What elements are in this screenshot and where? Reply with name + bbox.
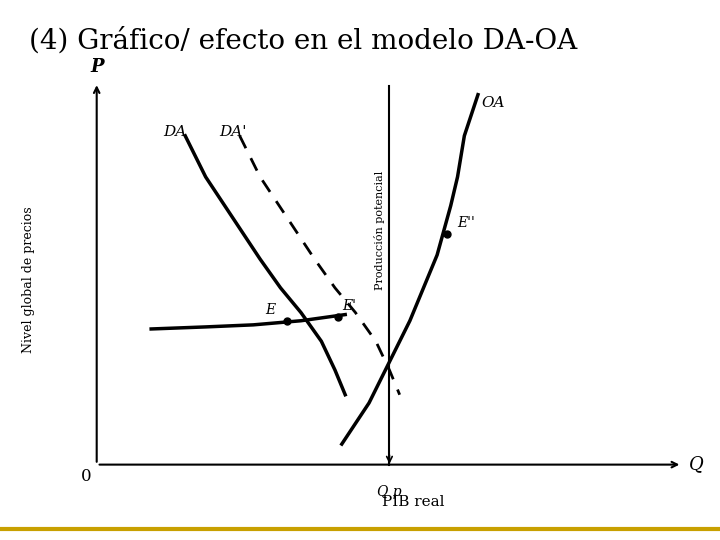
Text: OA: OA — [482, 96, 505, 110]
Text: Nivel global de precios: Nivel global de precios — [22, 206, 35, 353]
Text: E': E' — [342, 299, 356, 313]
Text: 0: 0 — [81, 468, 91, 485]
Text: E: E — [265, 302, 275, 316]
Text: Q p: Q p — [377, 485, 402, 499]
Text: Producción potencial: Producción potencial — [374, 171, 384, 290]
Text: DA': DA' — [219, 125, 247, 139]
Text: Q: Q — [689, 456, 703, 474]
Text: P: P — [90, 58, 104, 76]
Text: E'': E'' — [457, 217, 475, 231]
Text: DA: DA — [163, 125, 186, 139]
Text: (4) Gráfico/ efecto en el modelo DA-OA: (4) Gráfico/ efecto en el modelo DA-OA — [29, 27, 577, 55]
Text: PIB real: PIB real — [382, 495, 444, 509]
